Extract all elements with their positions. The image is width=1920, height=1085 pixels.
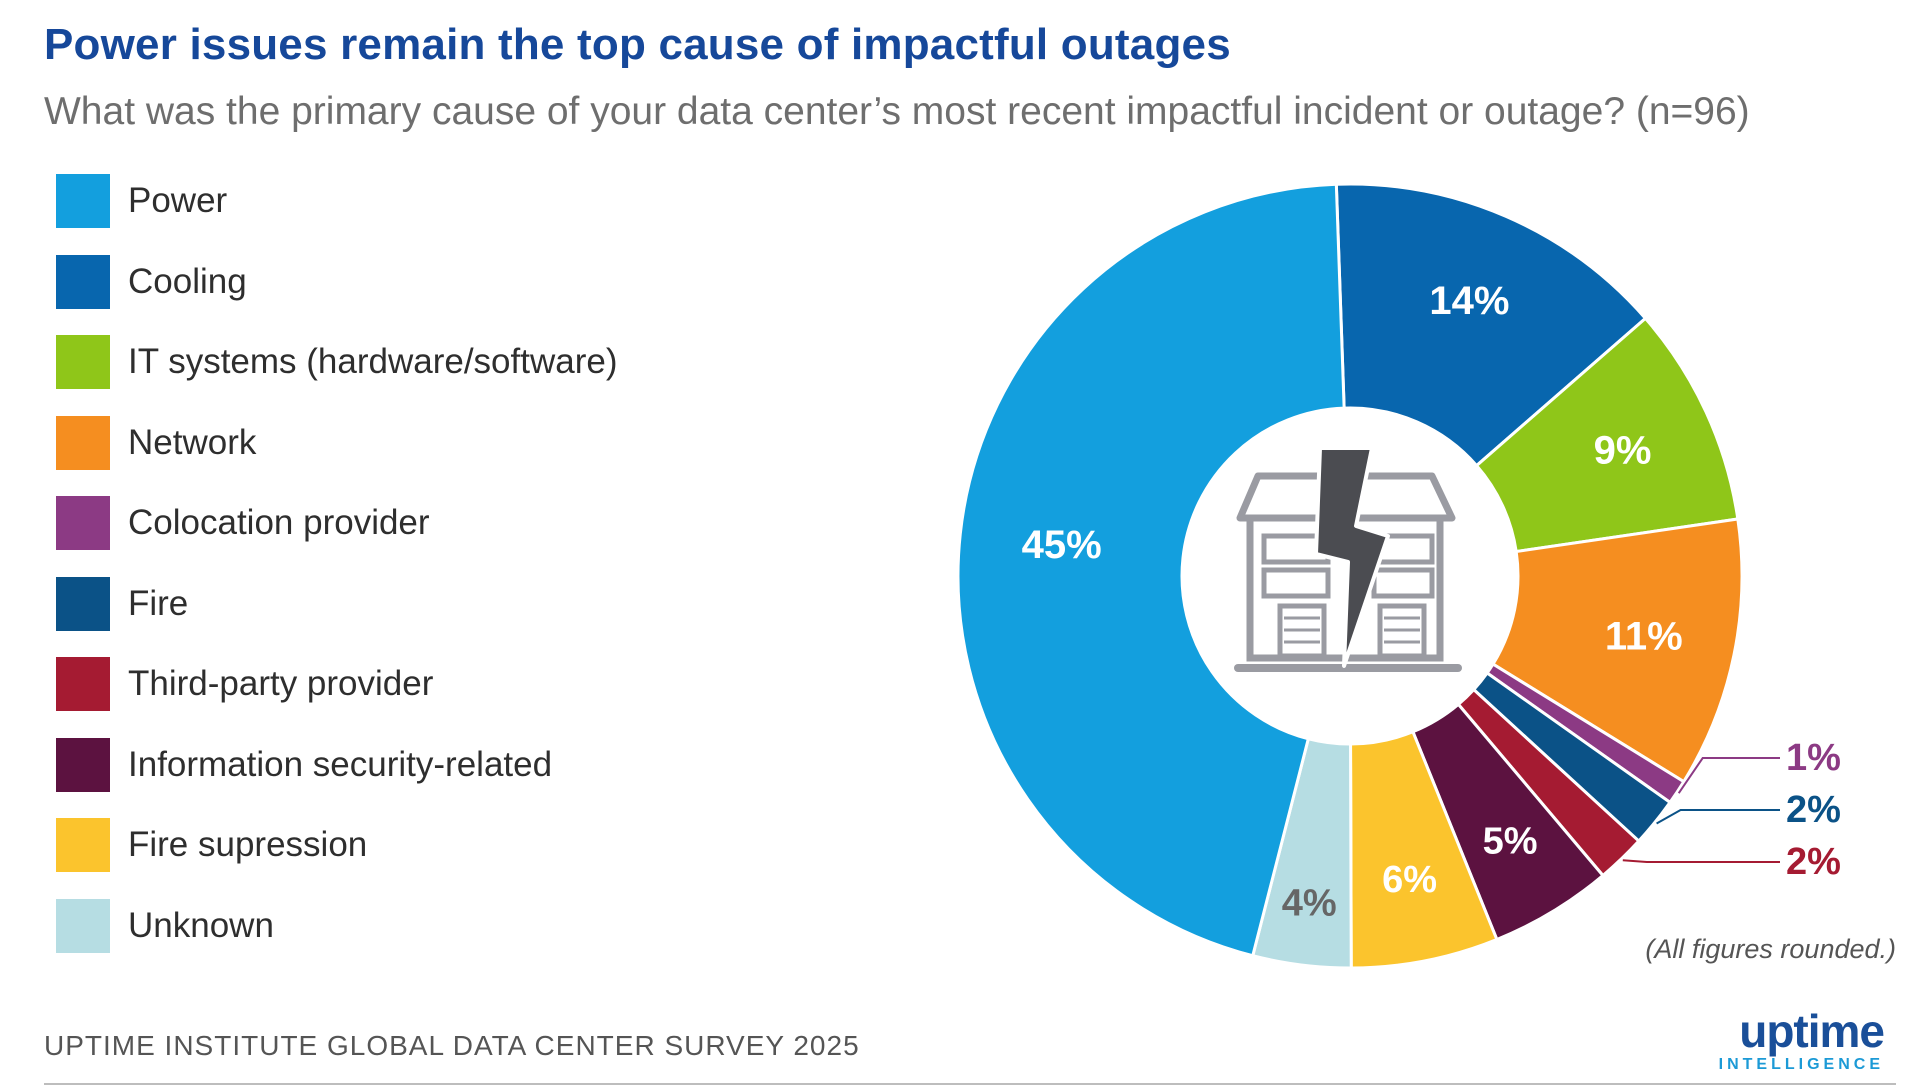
legend-label: Network xyxy=(128,422,257,462)
legend-swatch xyxy=(56,415,110,470)
leader-line-third-party-provider xyxy=(1622,859,1780,863)
legend-swatch xyxy=(56,818,110,872)
legend-item-third-party-provider: Third-party provider xyxy=(56,657,816,711)
slice-network xyxy=(1490,517,1744,784)
legend-label: Colocation provider xyxy=(128,503,430,542)
brand-name: uptime xyxy=(1739,1005,1885,1057)
data-label-information-security-related: 5% xyxy=(1483,820,1538,862)
legend-swatch xyxy=(56,737,110,792)
data-label-power: 45% xyxy=(1022,523,1102,567)
legend-item-network: Network xyxy=(56,415,816,470)
slice-it-systems-hardware-software xyxy=(1474,316,1740,554)
legend-label: Power xyxy=(128,181,228,220)
legend-label: Unknown xyxy=(128,905,274,945)
uptime-intelligence-logo: uptime INTELLIGENCE xyxy=(1718,1005,1885,1074)
data-label-colocation-provider: 1% xyxy=(1786,737,1841,779)
data-label-fire: 2% xyxy=(1786,789,1841,831)
legend-item-information-security-related: Information security-related xyxy=(56,737,816,792)
legend-label: Cooling xyxy=(128,261,247,301)
legend-swatch xyxy=(56,174,110,228)
source-credit: UPTIME INSTITUTE GLOBAL DATA CENTER SURV… xyxy=(44,1030,860,1061)
data-label-cooling: 14% xyxy=(1429,279,1509,323)
legend-label: Fire xyxy=(128,583,189,623)
rounding-note: (All figures rounded.) xyxy=(1645,934,1896,964)
data-label-fire-supression: 6% xyxy=(1382,859,1437,901)
legend-item-colocation-provider: Colocation provider xyxy=(56,496,816,550)
legend-item-fire: Fire xyxy=(56,576,816,631)
legend-swatch xyxy=(56,576,110,631)
legend-label: Third-party provider xyxy=(128,664,434,703)
legend-swatch xyxy=(56,898,110,953)
legend-item-cooling: Cooling xyxy=(56,254,816,309)
slice-power xyxy=(956,182,1346,958)
legend-swatch xyxy=(56,254,110,309)
data-label-network: 11% xyxy=(1605,615,1683,659)
donut-chart: 45% 14% 9% 11% 5% 6% 4% 1% 2% 2% xyxy=(956,182,1841,970)
legend-item-it-systems-hardware-software: IT systems (hardware/software) xyxy=(56,335,816,389)
legend-item-power: Power xyxy=(56,174,816,228)
legend-label: Information security-related xyxy=(128,744,553,784)
chart-subtitle: What was the primary cause of your data … xyxy=(44,90,1750,133)
legend: Power Cooling IT systems (hardware/softwar… xyxy=(56,174,816,979)
chart-title: Power issues remain the top cause of imp… xyxy=(44,20,1231,69)
legend-swatch xyxy=(56,496,110,550)
data-label-third-party-provider: 2% xyxy=(1786,841,1841,883)
legend-item-unknown: Unknown xyxy=(56,898,816,953)
legend-item-fire-supression: Fire supression xyxy=(56,818,816,872)
data-label-unknown: 4% xyxy=(1282,882,1337,924)
legend-label: Fire supression xyxy=(128,825,368,864)
legend-label: IT systems (hardware/software) xyxy=(128,342,618,381)
leader-line-fire xyxy=(1656,809,1780,825)
data-label-it-systems-hardware-software: 9% xyxy=(1594,429,1652,473)
legend-swatch xyxy=(56,335,110,389)
brand-subtitle: INTELLIGENCE xyxy=(1718,1056,1884,1073)
leader-line-colocation-provider xyxy=(1677,757,1780,794)
data-center-lightning-icon xyxy=(1234,446,1462,672)
slice-cooling xyxy=(1334,182,1648,468)
legend-swatch xyxy=(56,657,110,711)
